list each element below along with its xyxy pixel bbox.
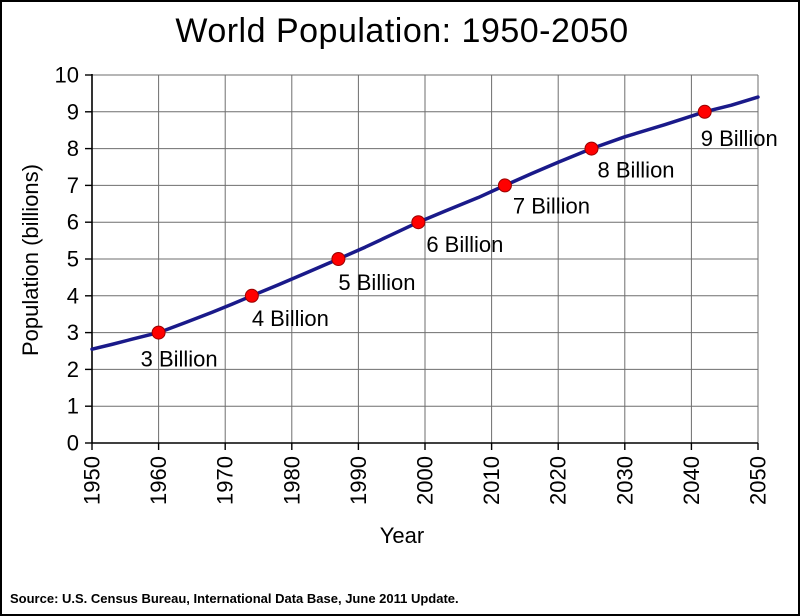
x-tick-label: 1960 xyxy=(146,456,171,505)
milestone-label: 7 Billion xyxy=(513,193,590,218)
milestone-point xyxy=(151,325,166,340)
y-tick-label: 1 xyxy=(67,394,79,419)
x-tick-label: 1950 xyxy=(80,456,105,505)
y-tick-label: 4 xyxy=(67,283,79,308)
y-tick-label: 5 xyxy=(67,247,79,272)
x-tick-label: 2020 xyxy=(546,456,571,505)
chart-title: World Population: 1950-2050 xyxy=(175,12,629,50)
x-tick-label: 1980 xyxy=(279,456,304,505)
x-tick-label: 2050 xyxy=(746,456,771,505)
milestone-label: 4 Billion xyxy=(252,306,329,331)
y-tick-label: 6 xyxy=(67,210,79,235)
y-tick-label: 8 xyxy=(67,136,79,161)
y-tick-label: 0 xyxy=(67,431,79,456)
milestone-point xyxy=(697,104,712,119)
y-tick-label: 2 xyxy=(67,357,79,382)
milestone-label: 5 Billion xyxy=(338,270,415,295)
x-axis-title: Year xyxy=(379,523,425,548)
milestone-point xyxy=(244,288,259,303)
milestone-label: 3 Billion xyxy=(141,347,218,372)
milestone-point xyxy=(584,141,599,156)
x-tick-label: 2000 xyxy=(413,456,438,505)
x-tick-label: 1990 xyxy=(346,456,371,505)
y-tick-label: 9 xyxy=(67,99,79,124)
milestone-label: 6 Billion xyxy=(426,232,503,257)
y-tick-label: 7 xyxy=(67,173,79,198)
population-curve xyxy=(90,95,760,351)
source-note: Source: U.S. Census Bureau, Internationa… xyxy=(10,591,459,606)
milestone-label: 8 Billion xyxy=(598,158,675,183)
y-axis-title: Population (billions) xyxy=(18,164,43,356)
milestone-point xyxy=(331,252,346,266)
x-tick-label: 2030 xyxy=(612,456,637,505)
milestone-label: 9 Billion xyxy=(701,126,778,151)
y-tick-label: 3 xyxy=(67,320,79,345)
milestone-point xyxy=(411,215,426,230)
x-tick-label: 2010 xyxy=(479,456,504,505)
milestone-point xyxy=(497,178,512,193)
x-tick-label: 1970 xyxy=(213,456,238,505)
y-tick-label: 10 xyxy=(55,63,79,88)
x-tick-label: 2040 xyxy=(679,456,704,505)
